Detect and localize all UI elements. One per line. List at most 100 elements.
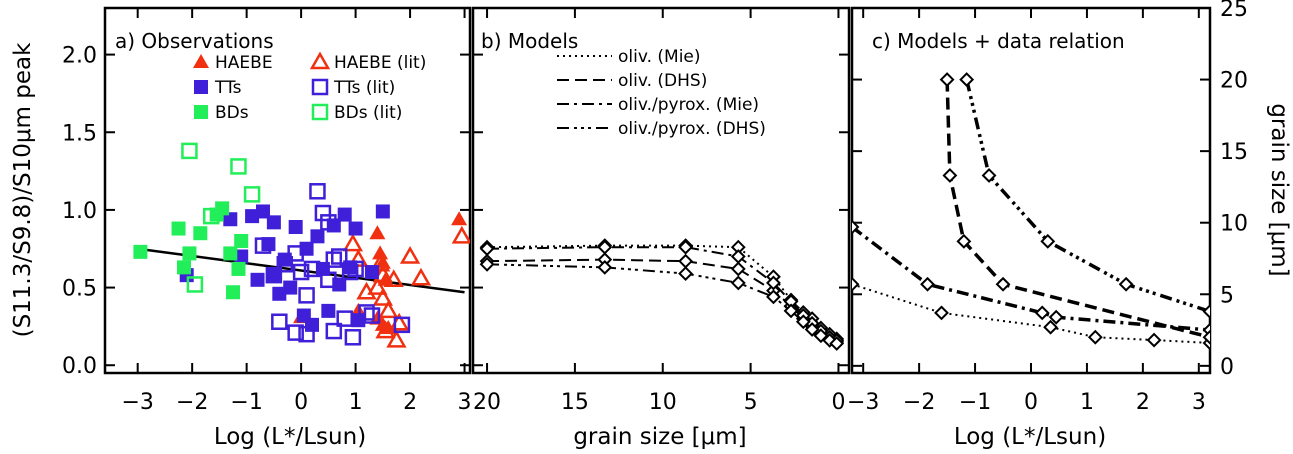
panel-b-curves xyxy=(479,238,845,351)
point-bds-lit xyxy=(230,158,247,175)
point-haebe-lit xyxy=(383,269,404,288)
panel-a-ytick-label: 0.0 xyxy=(62,354,97,379)
legend-label: oliv. (DHS) xyxy=(618,71,707,91)
point-haebe-lit xyxy=(399,245,421,264)
panel-c-frame xyxy=(850,6,1212,375)
point-tts xyxy=(255,204,270,219)
point-tts xyxy=(283,280,298,295)
point-bds xyxy=(182,246,197,261)
point-tts-lit xyxy=(325,251,343,268)
point-haebe xyxy=(369,225,386,240)
point-haebe-lit xyxy=(372,287,393,306)
panel-a-ylabel: (S11.3/S9.8)/S10μm peak xyxy=(10,42,36,337)
panel-b-legend: oliv. (Mie) oliv. (DHS) oliv./pyrox. (Mie)… xyxy=(557,47,766,139)
relation-point xyxy=(1146,332,1162,348)
point-haebe-lit xyxy=(342,233,364,252)
panel-b-xtick-label: 5 xyxy=(744,390,758,415)
legend-label: TTs (lit) xyxy=(333,78,395,98)
point-tts-lit xyxy=(254,237,272,254)
panel-b-frame xyxy=(471,6,851,375)
legend-marker xyxy=(193,54,209,68)
legend-label: HAEBE (lit) xyxy=(334,53,426,73)
panel-a-title: a) Observations xyxy=(115,29,274,53)
point-tts xyxy=(266,215,281,230)
model-point xyxy=(678,253,694,269)
relation-curve xyxy=(852,225,1210,332)
panel-c-xtick-label: 2 xyxy=(1136,390,1150,415)
point-tts-lit xyxy=(344,329,362,346)
point-tts-lit xyxy=(331,248,348,265)
point-tts-lit xyxy=(341,263,359,281)
relation-point xyxy=(1087,329,1103,345)
panel-c-ytick-label: 0 xyxy=(1220,355,1234,380)
panel-a-ytick-label: 1.0 xyxy=(62,199,97,224)
point-tts xyxy=(234,249,249,264)
model-point xyxy=(829,336,845,351)
panel-a-legend: HAEBE HAEBE (lit) TTs TTs (lit) BDs BDs (lit) xyxy=(193,51,426,123)
relation-point xyxy=(1202,329,1210,345)
panel-b-xtick-label: 0 xyxy=(831,390,845,415)
point-tts xyxy=(310,229,325,244)
relation-point xyxy=(1048,309,1064,325)
model-point xyxy=(730,249,746,264)
point-tts-lit xyxy=(336,310,353,327)
point-haebe xyxy=(372,245,389,260)
point-tts xyxy=(305,317,320,332)
panel-a-ticks: −3 −2 −1 0 1 2 3 0.0 0.5 1.0 1.5 2.0 xyxy=(62,8,472,415)
panel-c-ytick-label: 15 xyxy=(1220,140,1248,165)
point-tts-lit xyxy=(298,325,315,343)
point-tts-lit xyxy=(358,304,375,321)
relation-point xyxy=(981,168,997,183)
point-bds xyxy=(193,226,208,241)
panel-c-ytick-label: 5 xyxy=(1220,283,1234,308)
panel-a-xtick-label: 0 xyxy=(294,390,308,415)
point-haebe-lit xyxy=(367,277,388,295)
relation-point xyxy=(1202,304,1210,319)
panel-a-xtick-label: 1 xyxy=(349,390,363,415)
model-point xyxy=(678,239,694,255)
model-curve xyxy=(487,246,838,342)
panel-c-ylabel: grain size [μm] xyxy=(1266,103,1292,276)
panel-c-xtick-label: −1 xyxy=(959,390,991,415)
legend-marker xyxy=(311,103,329,121)
panel-c-curves xyxy=(852,72,1210,351)
point-tts xyxy=(261,237,276,252)
relation-point xyxy=(920,276,935,292)
model-point xyxy=(804,322,820,337)
panel-b-xtick-label: 10 xyxy=(649,390,677,415)
point-bds xyxy=(176,260,191,275)
panel-c-xtick-label: 3 xyxy=(1192,390,1206,415)
panel-a-frame xyxy=(103,6,472,375)
panel-c-xtick-label: 0 xyxy=(1024,390,1038,415)
legend-label: oliv./pyrox. (Mie) xyxy=(618,95,759,115)
panel-a-xtick-label: 3 xyxy=(458,390,472,415)
model-point xyxy=(813,328,829,344)
model-curve xyxy=(487,244,838,340)
panel-a-xtick-label: 2 xyxy=(403,390,417,415)
legend-label: BDs xyxy=(215,103,249,123)
point-tts-lit xyxy=(393,316,411,334)
panel-a-ytick-label: 0.5 xyxy=(62,277,97,302)
panel-b-xtick-label: 20 xyxy=(473,390,501,415)
point-haebe-lit xyxy=(386,329,407,348)
relation-curve xyxy=(964,79,1210,314)
point-bds xyxy=(171,221,186,236)
legend-label: TTs xyxy=(214,78,242,98)
panel-a-ytick-label: 1.5 xyxy=(62,121,97,146)
panel-c-ytick-label: 20 xyxy=(1220,69,1248,94)
point-tts xyxy=(288,220,303,234)
point-tts-lit xyxy=(325,322,343,340)
point-tts-lit xyxy=(265,266,283,284)
point-bds xyxy=(223,246,238,261)
point-bds xyxy=(231,261,246,276)
model-point xyxy=(766,289,781,305)
point-tts-lit xyxy=(287,245,304,262)
point-tts-lit xyxy=(271,313,288,330)
relation-curve xyxy=(852,283,1210,344)
legend-label: oliv./pyrox. (DHS) xyxy=(618,119,766,139)
panel-b-title: b) Models xyxy=(481,29,578,53)
point-bds-lit xyxy=(243,186,261,203)
panel-c-ytick-label: 25 xyxy=(1220,0,1248,22)
point-bds xyxy=(226,285,241,300)
